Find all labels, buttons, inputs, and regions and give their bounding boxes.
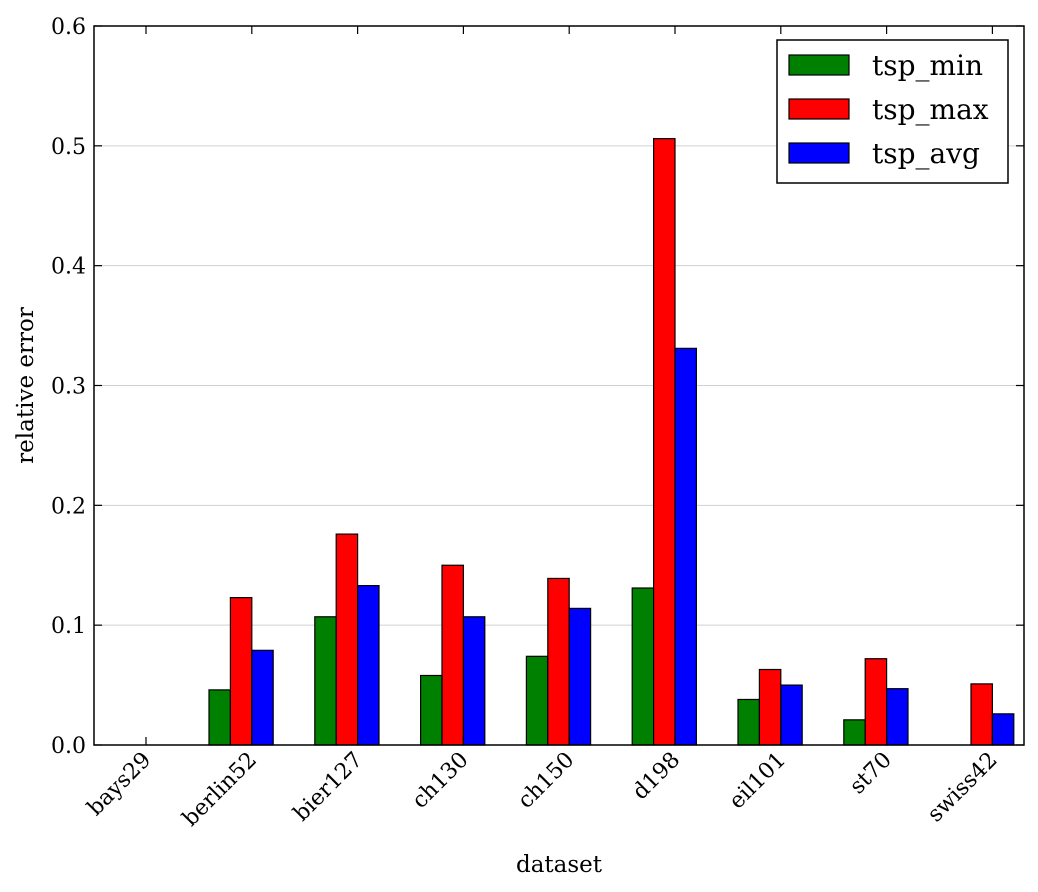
bar-tsp_min-eil101: [737, 698, 760, 746]
bar-tsp_max-swiss42: [970, 683, 993, 746]
legend-label-tsp_avg: tsp_avg: [872, 137, 980, 170]
bar-tsp_min-st70: [843, 719, 866, 746]
bar-tsp_min-ch130: [420, 674, 443, 746]
x-tick-label: bier127: [289, 748, 368, 827]
bar-tsp_avg-ch150: [568, 607, 592, 746]
grid-lines: [94, 145, 1024, 626]
bar-tsp_min-bier127: [314, 616, 337, 746]
legend-swatch-tsp_min: [788, 54, 850, 76]
bar-tsp_avg-berlin52: [251, 649, 274, 746]
bar-tsp_max-eil101: [758, 668, 782, 746]
x-tick-label: swiss42: [923, 748, 1003, 828]
legend-swatch-tsp_avg: [788, 142, 850, 164]
y-tick-label: 0.1: [51, 614, 86, 639]
bars: [208, 138, 1015, 746]
x-tick-label: ch130: [408, 748, 474, 814]
bar-tsp_avg-bier127: [357, 585, 380, 746]
x-tick-label: ch150: [513, 748, 579, 814]
bar-tsp_avg-d198: [674, 347, 697, 746]
bar-tsp_min-d198: [631, 587, 655, 746]
y-tick-label: 0.6: [51, 15, 86, 40]
y-tick-label: 0.4: [51, 255, 86, 280]
bar-tsp_avg-ch130: [462, 616, 486, 746]
x-tick-label: st70: [845, 748, 897, 800]
bar-tsp_min-ch150: [525, 655, 549, 746]
x-tick-label: eil101: [725, 748, 792, 815]
y-tick-label: 0.3: [51, 375, 86, 400]
bar-tsp_avg-swiss42: [991, 713, 1015, 746]
bar-tsp_max-ch130: [441, 564, 464, 746]
bar-tsp_max-st70: [864, 658, 888, 746]
bar-tsp_max-bier127: [335, 533, 359, 746]
y-tick-label: 0.0: [51, 734, 86, 759]
y-axis-label: relative error: [13, 307, 39, 464]
bar-tsp_avg-st70: [885, 688, 909, 746]
bar-tsp_avg-eil101: [780, 684, 803, 746]
bar-tsp_max-d198: [652, 138, 676, 746]
legend-label-tsp_min: tsp_min: [872, 49, 983, 82]
y-tick-label: 0.5: [51, 135, 86, 160]
x-tick-label: berlin52: [178, 748, 262, 832]
legend-swatch-tsp_max: [788, 98, 850, 120]
x-axis-label: dataset: [516, 852, 603, 878]
bar-tsp_max-berlin52: [229, 597, 253, 746]
legend: tsp_min tsp_max tsp_avg: [776, 39, 1009, 184]
legend-label-tsp_max: tsp_max: [872, 93, 989, 126]
y-tick-label: 0.2: [51, 494, 86, 519]
x-tick-label: bays29: [83, 748, 156, 821]
bar-tsp_min-berlin52: [208, 689, 231, 746]
bar-tsp_max-ch150: [547, 577, 570, 746]
x-tick-label: d198: [628, 748, 685, 805]
